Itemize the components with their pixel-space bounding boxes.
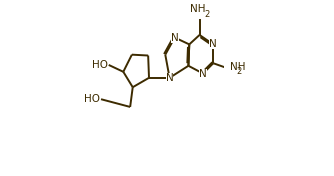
- Text: NH: NH: [229, 62, 245, 72]
- Text: HO: HO: [84, 94, 100, 104]
- Text: N: N: [199, 68, 207, 78]
- Text: N: N: [209, 39, 217, 49]
- Text: 2: 2: [205, 10, 210, 19]
- Text: N: N: [171, 33, 179, 43]
- Text: N: N: [166, 73, 173, 83]
- Text: NH: NH: [190, 4, 206, 14]
- Text: 2: 2: [236, 67, 241, 76]
- Text: HO: HO: [92, 60, 108, 70]
